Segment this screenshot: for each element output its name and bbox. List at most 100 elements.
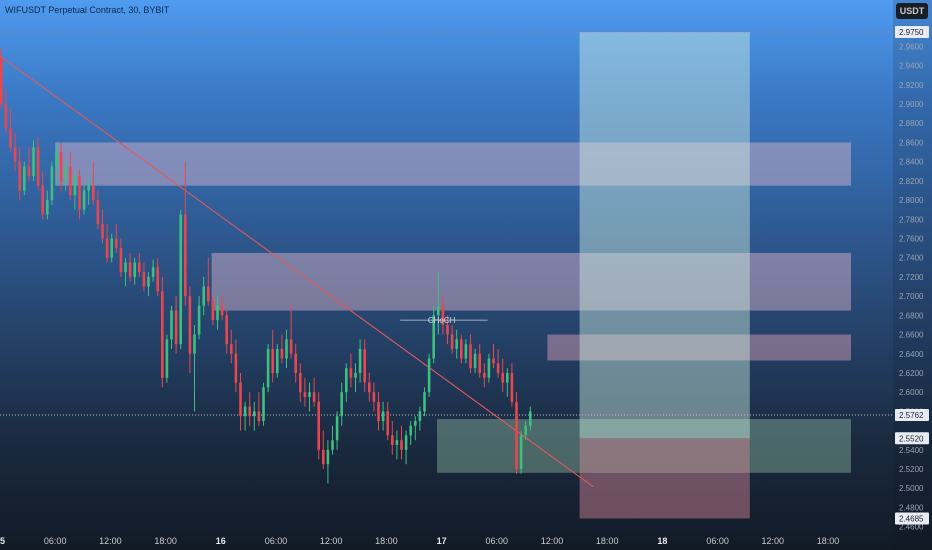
candle-body (303, 392, 307, 397)
candle-body (138, 262, 141, 273)
candle-body (322, 449, 325, 465)
price-label-text: 2.4685 (899, 514, 924, 523)
candle-body (349, 368, 353, 378)
candle-body (188, 296, 192, 354)
candle-body (46, 200, 49, 215)
candle-body (50, 166, 54, 201)
candle-body (64, 166, 67, 181)
candle-body (446, 324, 449, 335)
candle-body (78, 176, 81, 210)
candle-body (13, 147, 17, 162)
price-tick: 2.6600 (899, 331, 924, 340)
price-tick: 2.9200 (899, 81, 924, 90)
candle-body (220, 305, 224, 316)
price-tick: 2.6200 (899, 369, 924, 378)
candle-body (496, 363, 500, 373)
candle-body (243, 406, 247, 417)
candle-body (202, 286, 205, 306)
chart-header-symbol: WIFUSDT Perpetual Contract, 30, BYBIT (5, 5, 170, 15)
price-tick: 2.7200 (899, 273, 924, 282)
candle-body (372, 392, 376, 402)
candle-body (501, 372, 504, 383)
candle-body (483, 372, 486, 378)
price-label-box (895, 432, 929, 445)
candle-body (345, 368, 348, 393)
time-tick: 06:00 (265, 536, 288, 546)
candle-body (133, 262, 136, 277)
candle-body (524, 425, 527, 436)
candle-body (59, 152, 63, 181)
candle-body (69, 166, 72, 196)
candle-body (124, 262, 127, 273)
time-tick: 12:00 (99, 536, 122, 546)
candle-body (464, 344, 468, 359)
candle-body (418, 411, 422, 421)
candle-body (340, 392, 343, 417)
candle-body (257, 411, 261, 421)
time-tick: 18:00 (817, 536, 840, 546)
price-label-text: 2.5762 (899, 411, 924, 420)
price-tick: 2.9600 (899, 42, 924, 51)
candle-body (161, 291, 164, 378)
candle-body (197, 305, 201, 335)
candle-body (165, 339, 169, 378)
zone-0 (55, 142, 851, 186)
candle-body (308, 392, 311, 397)
zone-1 (211, 252, 852, 311)
candle-body (299, 372, 302, 393)
candle-body (147, 276, 150, 287)
candle-body (96, 200, 100, 225)
candle-body (437, 305, 440, 316)
candle-body (381, 411, 385, 421)
price-axis-bg (893, 0, 932, 550)
price-tick: 2.6800 (899, 311, 924, 320)
candle-body (354, 372, 357, 378)
price-labels: 2.9750 2.5762 2.5520 2.4685 (895, 26, 929, 525)
candle-body (18, 161, 21, 191)
zone-3 (437, 419, 851, 473)
choch-label: CHoCH (428, 316, 456, 325)
candle-body (170, 310, 173, 340)
candle-body (179, 214, 182, 345)
price-tick: 2.9000 (899, 100, 924, 109)
candle-body (335, 416, 339, 441)
price-tick: 2.5000 (899, 484, 924, 493)
candle-body (23, 166, 26, 191)
price-label-box (895, 409, 929, 422)
candle-body (487, 358, 491, 378)
candle-body (248, 406, 251, 417)
candle-body (529, 411, 532, 426)
price-tick: 2.8600 (899, 138, 924, 147)
candle-body (193, 334, 196, 354)
candle-body (234, 353, 238, 383)
candle-body (101, 224, 104, 239)
price-tick: 2.8000 (899, 196, 924, 205)
candle-body (225, 315, 228, 345)
time-tick: 18:00 (596, 536, 619, 546)
time-axis: 15 06:00 12:00 18:00 16 06:00 12:00 18:00 17 06:0… (0, 536, 839, 546)
candle-body (289, 339, 293, 354)
candle-body (4, 104, 8, 129)
candle-body (317, 401, 320, 450)
trendline (0, 55, 594, 488)
time-tick: 18 (657, 536, 667, 546)
time-tick: 18:00 (375, 536, 398, 546)
price-tick: 2.7600 (899, 235, 924, 244)
candle-body (391, 435, 394, 445)
candle-body (32, 147, 35, 177)
price-tick: 2.8200 (899, 177, 924, 186)
zone-2 (547, 334, 851, 361)
candles-layer (0, 48, 532, 484)
time-tick: 06:00 (486, 536, 509, 546)
time-tick: 15 (0, 536, 5, 546)
price-tick: 2.7000 (899, 292, 924, 301)
candle-body (326, 449, 330, 465)
time-tick: 18:00 (154, 536, 177, 546)
candle-body (119, 248, 123, 273)
candle-body (36, 147, 40, 186)
currency-button[interactable]: USDT (896, 3, 928, 19)
candle-body (110, 238, 113, 258)
candle-body (455, 339, 458, 349)
target-zone (579, 32, 750, 439)
